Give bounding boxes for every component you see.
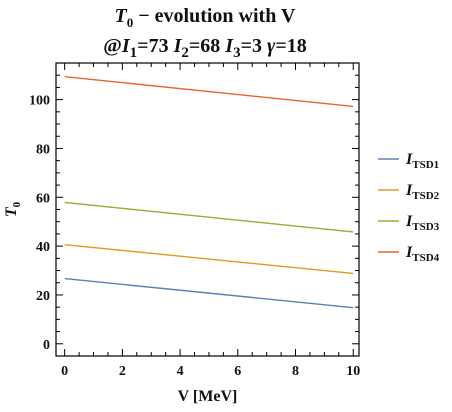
title-line-2-part: I [224, 35, 234, 57]
y-axis-label: T0 [3, 201, 23, 217]
y-tick-label: 0 [43, 338, 50, 353]
title-line-2-part: =3 [241, 35, 267, 57]
title-line-2-part: @ [103, 35, 122, 57]
y-axis-ticks: 0 20 40 60 80 100 [29, 74, 359, 353]
x-tick-label: 8 [292, 364, 299, 379]
title-line-2-part: 2 [181, 45, 189, 61]
title-line-2: @I1=73 I2=68 I3=3 γ=18 [103, 35, 306, 61]
title-line-2-part: I [173, 35, 183, 57]
title-t-symbol: T [115, 5, 128, 27]
x-tick-label: 10 [346, 364, 360, 379]
series-line-tsd4 [64, 75, 354, 108]
series-line-tsd2 [64, 243, 354, 275]
x-tick-label: 2 [119, 364, 126, 379]
series-line-tsd1 [64, 277, 354, 309]
legend-label: ITSD2 [405, 182, 440, 202]
y-tick-label: 100 [29, 94, 50, 109]
title-line-1: T0 − evolution with V [115, 5, 296, 30]
title-line-2-part: =18 [275, 35, 306, 57]
y-label-subscript: 0 [11, 201, 23, 207]
series-lines [64, 75, 354, 309]
y-tick-label: 80 [36, 142, 50, 157]
title-line-2-part: I [121, 35, 131, 57]
series-line-tsd3 [64, 201, 354, 233]
x-tick-label: 4 [177, 364, 184, 379]
y-tick-label: 60 [36, 191, 50, 206]
x-tick-label: 6 [234, 364, 241, 379]
y-tick-label: 20 [36, 289, 50, 304]
y-label-symbol: T [3, 206, 20, 217]
chart-title: T0 − evolution with V @I1=73 I2=68 I3=3 … [103, 5, 306, 61]
y-tick-label: 40 [36, 240, 50, 255]
title-line-2-part: 3 [233, 45, 241, 61]
title-line-2-part: γ [267, 35, 276, 57]
x-axis-label: V [MeV] [178, 388, 238, 405]
plot-frame [55, 62, 360, 357]
legend-label: ITSD3 [405, 213, 440, 233]
legend: ITSD1 ITSD2 ITSD3 ITSD4 [378, 151, 440, 264]
x-axis-ticks: 0 2 4 6 8 10 [61, 63, 360, 379]
title-line-2-part: =68 [189, 35, 225, 57]
title-t-subscript: 0 [127, 15, 134, 30]
title-line-2-part: =73 [137, 35, 173, 57]
title-rest: − evolution with V [133, 5, 296, 27]
x-tick-label: 0 [61, 364, 68, 379]
title-line-2-part: 1 [130, 45, 138, 61]
legend-label: ITSD1 [405, 151, 439, 171]
legend-label: ITSD4 [405, 244, 440, 264]
